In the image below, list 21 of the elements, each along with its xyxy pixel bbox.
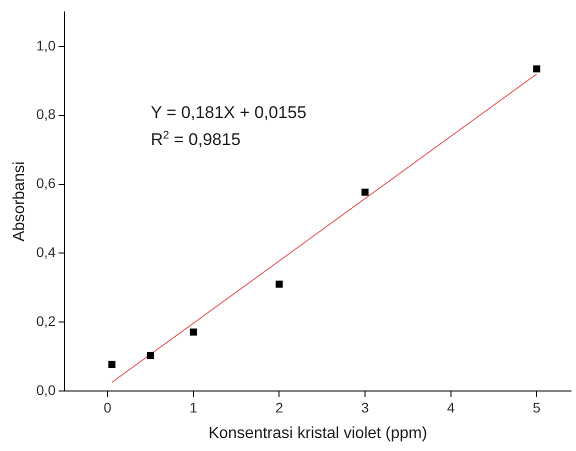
y-tick-label: 0,4: [36, 244, 56, 260]
y-tick-label: 1,0: [36, 37, 56, 54]
x-tick-label: 2: [275, 399, 284, 416]
point: [533, 65, 540, 72]
point: [361, 188, 369, 196]
y-axis-title: Absorbansi: [11, 161, 28, 242]
x-tick-label: 1: [189, 399, 198, 416]
y-tick-label: 0,2: [36, 312, 56, 329]
point: [190, 328, 197, 336]
y-tick-label: 0,6: [36, 175, 56, 192]
y-tick-label: 0,8: [36, 106, 56, 122]
point: [276, 280, 283, 288]
x-tick-label: 4: [446, 399, 455, 416]
x-tick-label: 3: [361, 399, 370, 416]
x-axis-title: Konsentrasi kristal violet (ppm): [208, 424, 428, 442]
annotation: Y = 0,181X + 0,0155: [150, 103, 306, 122]
y-tick-label: 0,0: [36, 382, 56, 398]
x-tick-label: 5: [532, 399, 541, 416]
x-tick-label: 0: [104, 399, 112, 416]
point: [108, 360, 116, 368]
point: [146, 352, 154, 360]
